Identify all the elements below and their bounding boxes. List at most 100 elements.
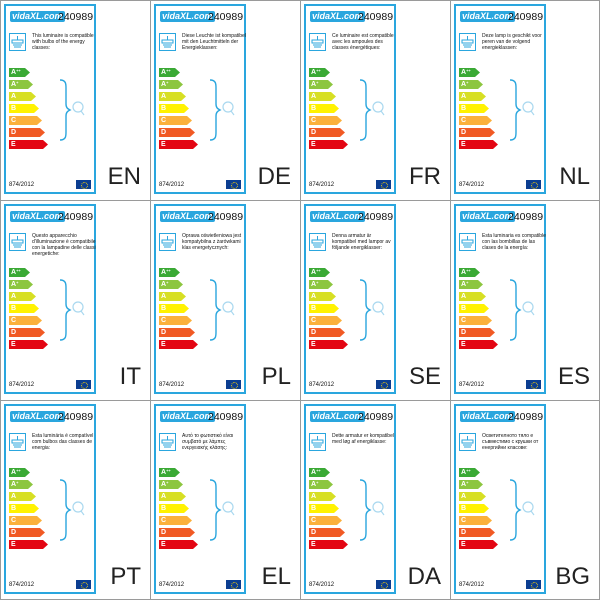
vidaxl-logo: vidaXL.com <box>460 411 515 422</box>
energy-class-bar: D <box>9 128 45 137</box>
language-code: NL <box>559 163 590 190</box>
energy-class-letter: E <box>311 141 316 148</box>
energy-class-plus: + <box>316 480 319 485</box>
language-code: PT <box>110 563 141 590</box>
energy-class-bar: E <box>159 140 198 149</box>
compatibility-text: Esta luminária é compatível com bulbos d… <box>32 433 94 451</box>
energy-class-letter: B <box>161 305 167 312</box>
ceiling-lamp-icon <box>459 433 476 451</box>
energy-class-bar: D <box>159 128 195 137</box>
energy-class-letter: A <box>311 469 317 476</box>
energy-class-letter: D <box>461 329 467 336</box>
energy-class-plus: ++ <box>466 468 471 473</box>
eu-flag-icon <box>376 180 391 189</box>
energy-class-letter: A <box>311 481 317 488</box>
energy-class-bar: C <box>309 516 342 525</box>
energy-class-bar: C <box>159 316 192 325</box>
language-code: PL <box>261 363 291 390</box>
compatibility-text: Осветителното тяло е съвместимо с крушки… <box>482 433 539 451</box>
energy-class-bar: A+ <box>159 280 183 289</box>
energy-class-plus: ++ <box>316 68 321 73</box>
energy-class-letter: C <box>461 117 467 124</box>
regulation-number: 874/2012 <box>159 582 185 588</box>
compatibility-text: Deze lamp is geschikt voor peren van de … <box>482 33 542 51</box>
regulation-number: 874/2012 <box>459 182 485 188</box>
energy-class-bar: A++ <box>159 468 180 477</box>
energy-class-bar: B <box>459 104 489 113</box>
energy-class-bar: A++ <box>159 68 180 77</box>
energy-class-bar: B <box>459 504 489 513</box>
energy-class-bar: A++ <box>9 268 30 277</box>
compatibility-text: Ce luminaire est compatible avec les amp… <box>332 33 394 51</box>
energy-label-card: vidaXL.com 240989 Αυτό το φωτιστικό είνα… <box>154 404 246 594</box>
energy-class-plus: + <box>16 80 19 85</box>
energy-class-bar: B <box>159 504 189 513</box>
energy-label-card: vidaXL.com 240989 Esta luminaria es comp… <box>454 204 546 394</box>
language-code: DA <box>407 563 441 590</box>
light-bulb-icon <box>208 478 238 547</box>
regulation-number: 874/2012 <box>159 382 185 388</box>
energy-class-bar: E <box>309 140 348 149</box>
energy-label-card: vidaXL.com 240989 Deze lamp is geschikt … <box>454 4 546 194</box>
energy-class-bar: B <box>9 104 39 113</box>
compatibility-text: This luminaire is compatible with bulbs … <box>32 33 94 51</box>
energy-class-bar: B <box>159 304 189 313</box>
light-bulb-icon <box>208 278 238 347</box>
product-code: 240989 <box>508 211 544 223</box>
energy-class-letter: B <box>11 505 17 512</box>
energy-class-letter: B <box>161 505 167 512</box>
energy-class-bar: C <box>9 316 42 325</box>
energy-class-scale: A++ A+ A B C D E <box>9 68 48 152</box>
energy-class-bar: C <box>459 516 492 525</box>
energy-class-letter: B <box>161 105 167 112</box>
energy-class-bar: D <box>159 328 195 337</box>
energy-class-letter: E <box>461 141 466 148</box>
energy-class-scale: A++ A+ A B C D E <box>9 468 48 552</box>
product-code: 240989 <box>58 11 94 23</box>
energy-class-bar: A+ <box>159 80 183 89</box>
label-cell-se: vidaXL.com 240989 Denna armatur är kompa… <box>300 200 451 401</box>
energy-class-plus: ++ <box>16 468 21 473</box>
label-cell-pt: vidaXL.com 240989 Esta luminária é compa… <box>0 400 151 600</box>
energy-class-bar: A <box>459 292 486 301</box>
energy-class-letter: D <box>161 129 167 136</box>
eu-flag-icon <box>526 580 541 589</box>
energy-class-letter: A <box>311 293 317 300</box>
product-code: 240989 <box>58 411 94 423</box>
energy-class-bar: E <box>9 340 48 349</box>
energy-class-letter: C <box>161 517 167 524</box>
product-code: 240989 <box>508 11 544 23</box>
ceiling-lamp-icon <box>309 433 326 451</box>
energy-class-plus: + <box>16 480 19 485</box>
ceiling-lamp-icon <box>309 233 326 251</box>
energy-class-bar: D <box>459 528 495 537</box>
energy-class-letter: A <box>311 493 317 500</box>
light-bulb-icon <box>208 78 238 147</box>
product-code: 240989 <box>208 211 244 223</box>
energy-class-letter: E <box>161 341 166 348</box>
energy-class-bar: B <box>9 504 39 513</box>
light-bulb-icon <box>58 478 88 547</box>
energy-class-plus: ++ <box>166 268 171 273</box>
eu-flag-icon <box>526 180 541 189</box>
energy-class-bar: A <box>9 492 36 501</box>
vidaxl-logo: vidaXL.com <box>10 211 65 222</box>
energy-class-bar: A+ <box>9 480 33 489</box>
energy-class-plus: ++ <box>466 68 471 73</box>
energy-class-plus: + <box>316 80 319 85</box>
energy-class-bar: A+ <box>9 80 33 89</box>
energy-label-card: vidaXL.com 240989 Ce luminaire est compa… <box>304 4 396 194</box>
energy-class-letter: E <box>311 541 316 548</box>
energy-class-scale: A++ A+ A B C D E <box>459 68 498 152</box>
energy-class-letter: A <box>311 81 317 88</box>
energy-class-letter: A <box>461 69 467 76</box>
energy-class-letter: C <box>311 517 317 524</box>
label-cell-pl: vidaXL.com 240989 Oprawa oświetleniowa j… <box>150 200 301 401</box>
energy-class-bar: A <box>9 292 36 301</box>
label-cell-it: vidaXL.com 240989 Questo apparecchio d'i… <box>0 200 151 401</box>
product-code: 240989 <box>208 411 244 423</box>
energy-class-bar: C <box>159 516 192 525</box>
language-code: SE <box>408 363 441 390</box>
energy-class-letter: D <box>461 529 467 536</box>
